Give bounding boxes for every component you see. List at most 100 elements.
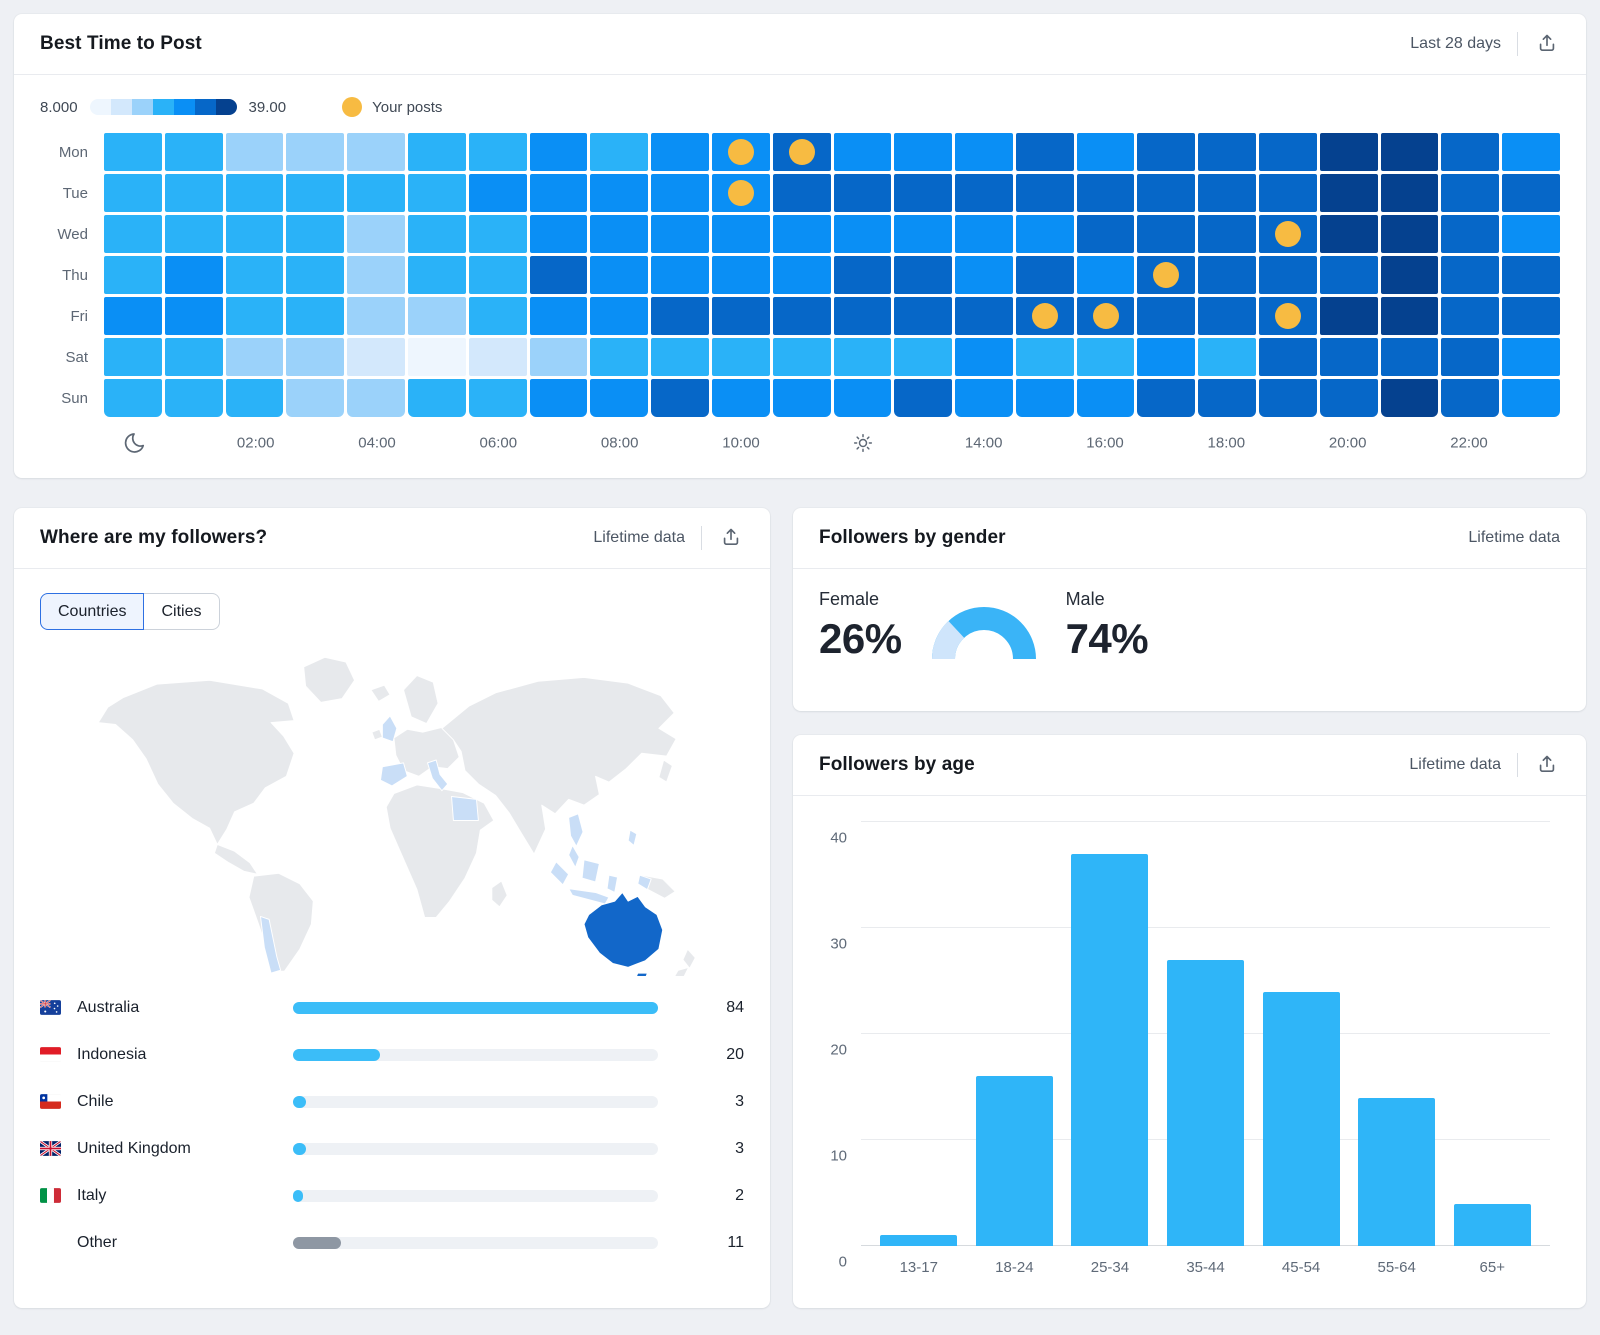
heatmap-cell	[347, 297, 405, 335]
x-axis-tick: 65+	[1479, 1259, 1505, 1276]
heatmap-cell	[347, 256, 405, 294]
country-bar-track	[293, 1189, 658, 1202]
country-bar-track	[293, 1236, 658, 1249]
heatmap-cell	[164, 338, 223, 376]
heatmap-cell	[833, 256, 892, 294]
heatmap-cell	[1380, 215, 1439, 253]
day-label: Mon	[58, 143, 88, 161]
map-italy	[427, 759, 449, 792]
your-post-marker	[1274, 303, 1301, 329]
heatmap-cell	[164, 256, 223, 294]
tab-countries[interactable]: Countries	[40, 593, 145, 630]
heatmap-cell	[711, 379, 770, 417]
export-icon	[1536, 753, 1558, 778]
heatmap-cell	[529, 215, 588, 253]
heatmap-cell	[286, 379, 345, 417]
gender-card: Followers by gender Lifetime data Female…	[793, 508, 1586, 711]
heatmap-cell	[468, 379, 527, 417]
heatmap-cell	[1502, 338, 1560, 376]
x-axis-tick: 55-64	[1377, 1259, 1416, 1276]
country-name: Other	[77, 1233, 118, 1251]
heatmap-cell	[529, 174, 588, 212]
map-egypt	[451, 796, 479, 821]
map-chile	[260, 916, 282, 974]
tab-cities[interactable]: Cities	[144, 593, 220, 630]
day-label: Wed	[57, 225, 88, 243]
it-flag-icon	[40, 1188, 61, 1203]
hour-label: 20:00	[1328, 434, 1367, 452]
heatmap-cell	[225, 256, 284, 294]
heatmap-cell	[651, 174, 709, 212]
heatmap-cell	[894, 215, 953, 253]
heatmap-cell	[1502, 174, 1560, 212]
heatmap-grid: Mon Tue Wed Thu Fri Sat Sun	[40, 133, 1560, 417]
no-flag	[40, 1235, 61, 1250]
day-label: Thu	[62, 266, 88, 284]
heatmap-cell	[529, 338, 588, 376]
map-tasmania	[636, 972, 648, 976]
heatmap-cell	[590, 256, 649, 294]
your-post-marker	[1031, 303, 1058, 329]
age-bar	[1358, 1097, 1436, 1246]
map-japan	[658, 759, 673, 783]
country-value: 20	[726, 1045, 744, 1063]
heatmap-cell	[468, 133, 527, 171]
heatmap-cell	[1137, 256, 1196, 294]
heatmap-cell	[1380, 174, 1439, 212]
map-philippines	[627, 829, 638, 846]
heatmap-cell	[347, 338, 405, 376]
heatmap-cell	[772, 133, 831, 171]
country-value: 11	[727, 1233, 744, 1251]
heatmap-cell	[1380, 379, 1439, 417]
heatmap-cell	[1441, 174, 1500, 212]
best-time-title: Best Time to Post	[40, 33, 202, 54]
heatmap-cell	[590, 338, 649, 376]
age-export-button[interactable]	[1534, 751, 1560, 780]
followers-location-export-button[interactable]	[718, 524, 744, 553]
map-new-zealand-north	[682, 948, 696, 969]
heatmap-cell	[1015, 174, 1074, 212]
heatmap-cell	[1015, 297, 1074, 335]
heatmap-cell	[1502, 133, 1560, 171]
best-time-export-button[interactable]	[1534, 30, 1560, 59]
heatmap-cell	[104, 338, 162, 376]
heatmap-cell	[1502, 256, 1560, 294]
map-new-zealand-south	[674, 966, 690, 976]
heatmap-cell	[833, 174, 892, 212]
heatmap-cell	[1319, 297, 1378, 335]
hour-label: 18:00	[1207, 434, 1246, 452]
map-spain	[380, 762, 408, 787]
heatmap-cell	[590, 379, 649, 417]
map-asia	[441, 676, 677, 855]
heatmap-cell	[1319, 256, 1378, 294]
legend-min-value: 8.000	[40, 98, 78, 116]
map-west-papua	[637, 874, 652, 891]
map-madagascar	[491, 880, 508, 908]
followers-location-card: Where are my followers? Lifetime data Co…	[14, 508, 770, 1308]
heatmap-cell	[772, 379, 831, 417]
y-axis-tick: 30	[830, 935, 847, 953]
country-list: Australia 84 Indonesia 20 Chile 3 United Kingd…	[40, 984, 744, 1266]
heatmap-cell	[1319, 133, 1378, 171]
your-post-marker	[788, 139, 815, 165]
gender-body: Female 26% Male 74%	[793, 569, 1586, 688]
heatmap-cell	[164, 379, 223, 417]
heatmap-cell	[1441, 379, 1500, 417]
country-row: Other 11	[40, 1219, 744, 1266]
country-bar-track	[293, 1001, 658, 1014]
cl-flag-icon	[40, 1094, 61, 1109]
map-africa	[385, 784, 495, 918]
hour-label: 04:00	[358, 434, 396, 452]
map-south-america	[248, 872, 314, 972]
map-australia	[583, 892, 664, 968]
hour-label: 06:00	[479, 434, 518, 452]
heatmap-cell	[1441, 133, 1500, 171]
age-x-labels: 13-17 18-24 25-34 35-44 45-54 55-64 65+	[861, 1259, 1550, 1276]
heatmap-cell	[833, 338, 892, 376]
heatmap-cell	[590, 133, 649, 171]
heatmap-cell	[286, 174, 345, 212]
heatmap-cell	[164, 133, 223, 171]
country-bar-fill	[293, 1236, 341, 1249]
hour-label: 16:00	[1086, 434, 1124, 452]
heatmap-cell	[529, 256, 588, 294]
